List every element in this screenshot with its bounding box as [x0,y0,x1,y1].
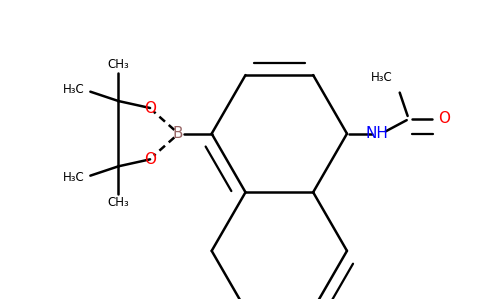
Text: O: O [144,100,156,116]
Text: CH₃: CH₃ [107,58,129,71]
Text: H₃C: H₃C [63,83,85,96]
Text: NH: NH [366,126,389,141]
Text: CH₃: CH₃ [107,196,129,209]
Text: H₃C: H₃C [371,71,393,84]
Text: O: O [439,111,451,126]
Text: O: O [144,152,156,167]
Text: H₃C: H₃C [63,172,85,184]
Text: B: B [173,126,183,141]
